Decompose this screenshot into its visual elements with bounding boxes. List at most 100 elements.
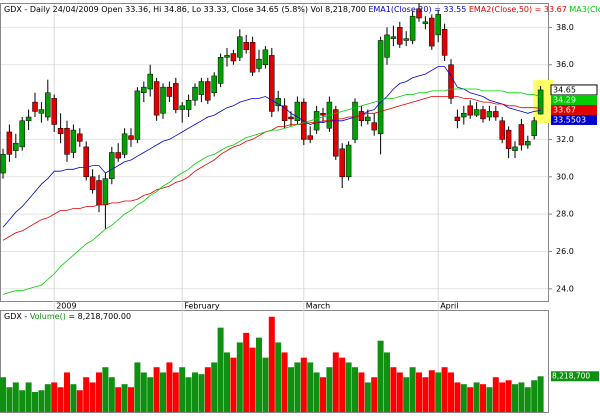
candle-body <box>313 111 320 131</box>
y-tick-label: 36.0 <box>556 60 574 69</box>
volume-bar <box>128 387 134 412</box>
volume-tag <box>551 371 599 382</box>
candle-body <box>0 154 6 174</box>
volume-bar <box>364 382 371 412</box>
candle-body <box>77 133 83 142</box>
legend-entry: GDX - <box>4 312 30 321</box>
candle-body <box>109 152 115 179</box>
volume-bar <box>441 367 448 412</box>
candle-body <box>352 101 358 140</box>
volume-bar <box>467 387 474 412</box>
candle-body <box>518 124 525 146</box>
candle-body <box>320 113 326 116</box>
volume-bar <box>76 390 83 412</box>
volume-bar <box>428 370 435 412</box>
candle-body <box>230 53 237 62</box>
volume-bar <box>345 362 352 412</box>
volume-bar <box>172 372 179 412</box>
volume-bar <box>403 377 410 412</box>
candle-body <box>409 15 416 41</box>
candle-body <box>294 101 301 122</box>
candle-body <box>205 81 211 101</box>
volume-bar <box>102 367 109 412</box>
volume-bar <box>416 372 422 412</box>
volume-bar <box>224 352 230 412</box>
y-tick-label: 38.0 <box>556 23 574 32</box>
price-tag-label: 33.5503 <box>553 115 586 124</box>
volume-bar <box>192 372 198 412</box>
volume-bar <box>332 352 339 412</box>
volume-bar <box>384 352 390 412</box>
price-tag <box>551 114 597 125</box>
candle-body <box>422 21 429 24</box>
volume-bar <box>390 367 397 412</box>
volume-bar <box>96 372 102 412</box>
y-tick-label: 28.0 <box>556 210 574 219</box>
volume-bar <box>492 377 499 412</box>
candle-body <box>262 49 269 65</box>
indicator-line <box>2 66 541 228</box>
candle-body <box>345 144 352 178</box>
volume-bar <box>204 367 211 412</box>
volume-bar <box>256 337 262 412</box>
volume-bar <box>236 342 243 412</box>
price-tag-label: 34.65 <box>553 85 576 94</box>
x-tick-label: March <box>306 302 330 311</box>
volume-bar <box>243 332 250 412</box>
volume-title: GDX - Volume() = 8,218,700.00 <box>4 312 131 321</box>
legend-entry: EMA2(Close,50) = 33.67 <box>469 5 567 14</box>
candle-body <box>198 81 205 95</box>
candle-body <box>365 116 371 122</box>
volume-bar <box>396 372 403 412</box>
volume-bar <box>320 377 326 412</box>
candle-body <box>19 120 25 148</box>
candle-body <box>160 86 166 114</box>
price-tag <box>551 104 597 115</box>
volume-bar <box>217 327 224 412</box>
candle-body <box>384 34 390 58</box>
y-tick-label: 30.0 <box>556 172 574 181</box>
volume-tag-label: 8,218,700 <box>552 371 590 380</box>
candle-body <box>288 116 294 120</box>
price-panel <box>0 3 549 302</box>
legend-entry: MA3(Close,50) = 34.29 <box>569 5 600 14</box>
volume-bar <box>83 377 90 412</box>
candle-body <box>25 116 32 122</box>
chart-title: GDX - Daily 24/04/2009 Open 33.36, Hi 34… <box>4 5 600 14</box>
volume-bar <box>480 384 486 412</box>
candle-body <box>403 38 409 41</box>
volume-bar <box>448 372 454 412</box>
candle-body <box>147 73 153 90</box>
candle-body <box>115 152 121 159</box>
volume-bar <box>262 357 269 412</box>
candle-body <box>45 92 51 118</box>
volume-bar <box>422 377 429 412</box>
legend-entry: Volume() <box>30 312 66 321</box>
candle-body <box>397 27 403 45</box>
volume-bar <box>505 380 512 412</box>
volume-bar <box>6 387 13 412</box>
volume-bar <box>352 367 358 412</box>
candle-body <box>173 83 179 110</box>
candle-body <box>128 135 134 140</box>
candle-body <box>377 40 384 135</box>
candle-body <box>32 101 38 112</box>
volume-bar <box>524 387 531 412</box>
x-tick-label: April <box>440 302 458 311</box>
candle-body <box>179 105 185 110</box>
volume-bar <box>38 390 45 412</box>
candle-body <box>333 109 339 157</box>
volume-bar <box>537 376 544 412</box>
volume-bar <box>486 387 493 412</box>
y-tick-label: 32.0 <box>556 135 574 144</box>
candle-body <box>217 57 224 84</box>
candle-body <box>467 105 473 116</box>
volume-bar <box>153 367 160 412</box>
volume-bar <box>473 382 480 412</box>
volume-bar <box>51 382 58 412</box>
candle-body <box>211 75 217 94</box>
candle-body <box>531 120 537 136</box>
candle-body <box>243 42 249 51</box>
volume-bar <box>512 384 518 412</box>
